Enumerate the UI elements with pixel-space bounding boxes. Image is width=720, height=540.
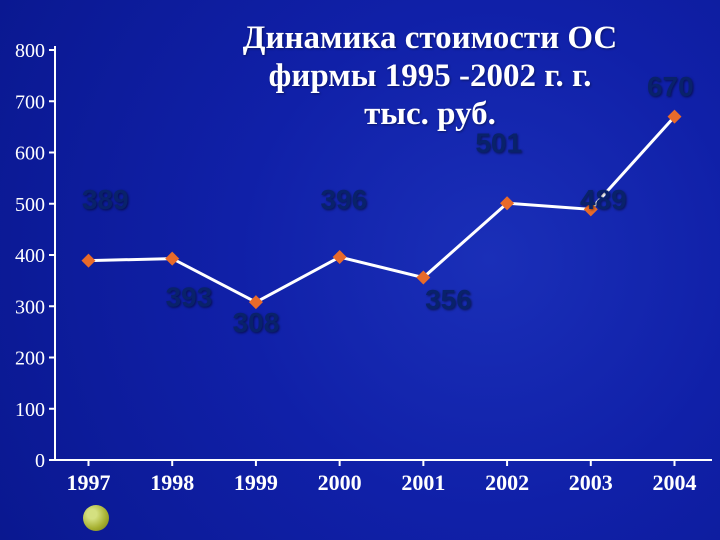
- data-label: 356: [425, 284, 472, 315]
- data-label: 489: [580, 184, 627, 215]
- x-tick-label: 2003: [569, 470, 613, 495]
- y-tick-label: 0: [35, 450, 45, 472]
- y-tick-label: 500: [15, 194, 45, 216]
- x-tick-label: 1999: [234, 470, 278, 495]
- data-label: 670: [647, 71, 694, 102]
- y-tick-label: 400: [15, 245, 45, 267]
- data-marker: [165, 252, 179, 266]
- x-tick-label: 1997: [66, 470, 110, 495]
- y-tick-label: 800: [15, 40, 45, 62]
- y-tick-label: 200: [15, 348, 45, 370]
- x-tick-label: 2002: [485, 470, 529, 495]
- data-label: 501: [475, 128, 522, 159]
- data-label: 393: [166, 281, 213, 312]
- data-label: 396: [320, 184, 367, 215]
- x-tick-label: 1998: [150, 470, 194, 495]
- data-label: 308: [233, 307, 280, 338]
- x-tick-label: 2001: [401, 470, 445, 495]
- data-marker: [81, 254, 95, 268]
- y-tick-label: 100: [15, 399, 45, 421]
- data-label: 389: [82, 184, 129, 215]
- y-tick-label: 300: [15, 296, 45, 318]
- y-tick-label: 600: [15, 143, 45, 165]
- x-tick-label: 2004: [653, 470, 697, 495]
- line-chart: 0 100 200 300 400 500 600 700 800 1997 1998 1999 200…: [0, 0, 720, 540]
- data-marker: [333, 250, 347, 264]
- x-tick-label: 2000: [318, 470, 362, 495]
- y-tick-label: 700: [15, 91, 45, 113]
